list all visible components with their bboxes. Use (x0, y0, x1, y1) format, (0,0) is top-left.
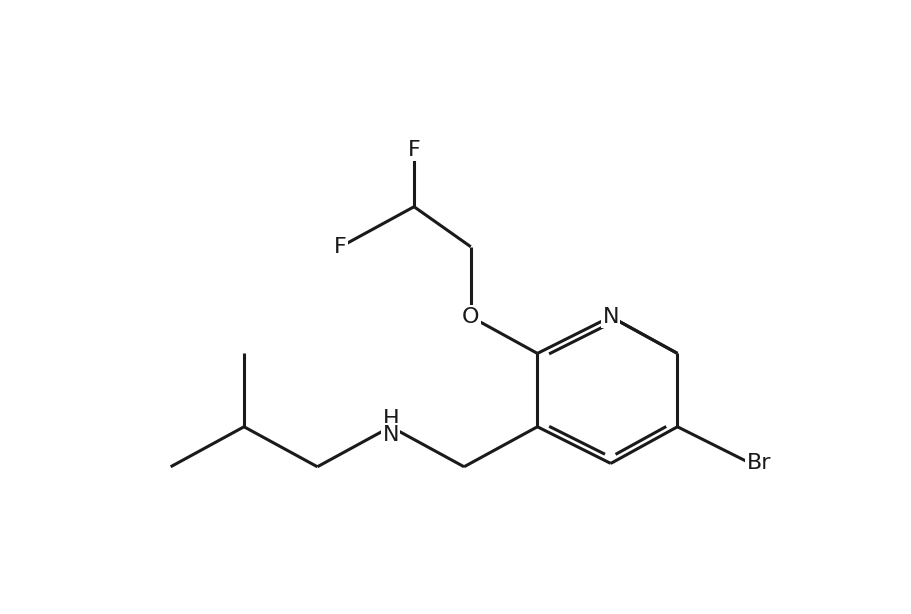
Text: O: O (462, 307, 479, 327)
Text: F: F (334, 237, 347, 257)
Text: N: N (382, 425, 398, 445)
Text: N: N (602, 307, 619, 327)
Text: H: H (382, 409, 399, 429)
Text: Br: Br (746, 453, 770, 473)
Text: F: F (407, 140, 420, 160)
